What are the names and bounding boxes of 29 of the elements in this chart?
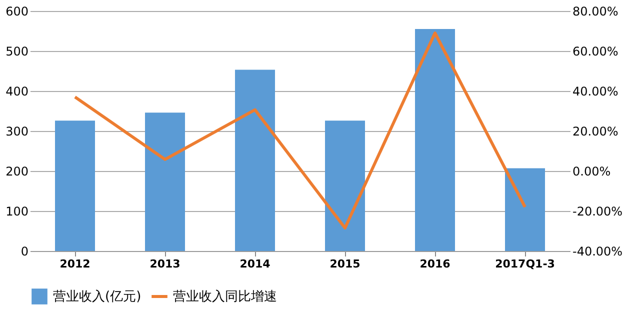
y2-tick-label: 60.00% — [572, 44, 618, 58]
line-series — [74, 32, 526, 230]
x-tick-label: 2015 — [330, 258, 360, 270]
legend-label: 营业收入(亿元) — [53, 290, 142, 304]
legend-label: 营业收入同比增速 — [173, 290, 277, 304]
y-tick-label: 300 — [6, 124, 28, 138]
x-tick-label: 2013 — [150, 258, 180, 270]
y2-tick-label: 40.00% — [572, 84, 618, 98]
y2-tick-label: -20.00% — [572, 204, 623, 218]
x-tick-label: 2012 — [60, 258, 90, 270]
y2-tick-label: 0.00% — [572, 164, 611, 178]
x-tick-label: 2016 — [420, 258, 451, 270]
y-tick-label: 100 — [6, 204, 28, 218]
bar — [55, 120, 95, 251]
bar — [505, 168, 545, 251]
bar — [145, 112, 185, 251]
y-tick-label: 0 — [20, 244, 28, 258]
bar — [415, 29, 455, 251]
y2-tick-label: -40.00% — [572, 244, 623, 258]
y2-tick-label: 80.00% — [572, 4, 618, 18]
bar — [235, 70, 275, 251]
y2-tick-label: 20.00% — [572, 124, 618, 138]
y-tick-label: 400 — [6, 84, 28, 98]
bar — [325, 120, 365, 251]
y-tick-label: 200 — [6, 164, 28, 178]
y-tick-label: 500 — [6, 44, 28, 58]
x-tick-label: 2017Q1-3 — [495, 258, 555, 270]
x-tick-label: 2014 — [240, 258, 271, 270]
y-tick-label: 600 — [6, 4, 28, 18]
